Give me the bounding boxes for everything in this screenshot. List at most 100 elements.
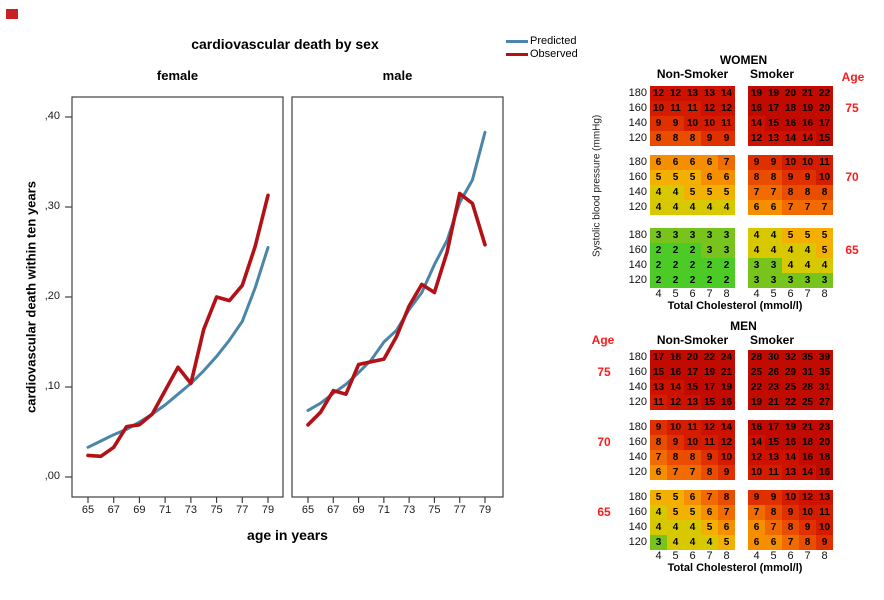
male-observed-line: [306, 191, 487, 427]
risk-cell: 7: [650, 450, 667, 465]
chol-tick-label: 7: [804, 288, 811, 300]
risk-cell: 12: [799, 490, 816, 505]
risk-cell: 10: [782, 155, 799, 170]
risk-cell: 4: [765, 228, 782, 243]
risk-cell: 5: [667, 505, 684, 520]
risk-cell: 4: [650, 505, 667, 520]
legend-label-observed: Observed: [530, 48, 578, 60]
risk-cell: 10: [667, 420, 684, 435]
y-tick-label: ,00: [44, 470, 60, 482]
risk-cell: 6: [684, 155, 701, 170]
risk-cell: 4: [782, 258, 799, 273]
risk-cell: 13: [701, 86, 718, 101]
risk-cell: 8: [799, 185, 816, 200]
observed-line-swatch: [506, 53, 528, 56]
women-smoker-grid-age70: 9 9 10 10 118 8 9 9 107 7 8 8 86 6 7 7 7: [748, 155, 833, 215]
risk-cell: 2: [718, 258, 735, 273]
risk-cell: 18: [667, 350, 684, 365]
risk-cell: 20: [782, 86, 799, 101]
men-nonsmoker-grid-age65: 5 5 6 7 84 5 5 6 74 4 4 5 63 4 4 4 5: [650, 490, 735, 550]
risk-cell: 14: [782, 131, 799, 146]
sbp-label: 120: [628, 536, 647, 548]
risk-cell: 8: [782, 185, 799, 200]
chol-tick-label: 6: [689, 288, 696, 300]
x-tick-label: 69: [352, 504, 365, 516]
risk-cell: 11: [684, 420, 701, 435]
risk-cell: 20: [816, 101, 833, 116]
risk-cell: 9: [765, 490, 782, 505]
risk-cell: 15: [765, 435, 782, 450]
x-tick-label: 79: [261, 504, 275, 516]
chol-tick-label: 4: [655, 288, 662, 300]
risk-cell: 16: [718, 395, 735, 410]
risk-cell: 20: [684, 350, 701, 365]
risk-cell: 9: [718, 131, 735, 146]
risk-cell: 16: [799, 116, 816, 131]
risk-cell: 5: [782, 228, 799, 243]
risk-cell: 27: [816, 395, 833, 410]
risk-cell: 7: [782, 535, 799, 550]
line-chart-canvas: [65, 96, 504, 503]
y-tick-label: ,30: [44, 200, 60, 212]
sbp-label: 180: [628, 87, 647, 99]
risk-cell: 5: [718, 535, 735, 550]
risk-cell: 4: [816, 258, 833, 273]
men-age-header: Age: [591, 333, 615, 347]
sbp-label: 120: [628, 396, 647, 408]
risk-cell: 3: [650, 228, 667, 243]
risk-cell: 12: [748, 131, 765, 146]
women-title: WOMEN: [719, 53, 768, 67]
x-tick-label: 75: [428, 504, 441, 516]
men-smoker-grid-age70: 16 17 19 21 2314 15 16 18 2012 13 14 16 1810 11 13 14 16: [748, 420, 833, 480]
risk-cell: 9: [701, 450, 718, 465]
risk-cell: 4: [701, 200, 718, 215]
x-tick-label: 77: [236, 504, 249, 516]
risk-cell: 5: [684, 170, 701, 185]
risk-cell: 6: [701, 170, 718, 185]
risk-cell: 9: [667, 116, 684, 131]
risk-cell: 8: [799, 535, 816, 550]
risk-cell: 4: [799, 258, 816, 273]
age-value-label: 65: [597, 505, 611, 519]
risk-cell: 5: [650, 490, 667, 505]
chol-tick-label: 5: [770, 288, 777, 300]
x-tick-label: 79: [478, 504, 492, 516]
risk-cell: 21: [765, 395, 782, 410]
risk-cell: 22: [816, 86, 833, 101]
women-chol-label: Total Cholesterol (mmol/l): [667, 300, 803, 312]
risk-cell: 9: [650, 116, 667, 131]
risk-cell: 5: [684, 185, 701, 200]
panel-label-female: female: [156, 68, 199, 83]
risk-cell: 8: [816, 185, 833, 200]
x-tick-label: 71: [159, 504, 172, 516]
risk-cell: 14: [799, 465, 816, 480]
risk-cell: 16: [782, 116, 799, 131]
risk-cell: 17: [684, 365, 701, 380]
men-nonsmoker-grid-age75: 17 18 20 22 2415 16 17 19 2113 14 15 17 1911 12 13 15 16: [650, 350, 735, 410]
risk-cell: 19: [748, 86, 765, 101]
red-marker-icon: [6, 9, 18, 19]
risk-cell: 8: [748, 170, 765, 185]
sbp-label: 160: [628, 506, 647, 518]
risk-cell: 35: [816, 365, 833, 380]
risk-cell: 4: [799, 243, 816, 258]
risk-cell: 6: [701, 155, 718, 170]
risk-cell: 19: [782, 420, 799, 435]
predicted-line-swatch: [506, 40, 528, 43]
risk-cell: 22: [782, 395, 799, 410]
risk-cell: 4: [667, 535, 684, 550]
risk-cell: 21: [718, 365, 735, 380]
risk-cell: 11: [667, 101, 684, 116]
risk-cell: 14: [718, 86, 735, 101]
sbp-label: 160: [628, 366, 647, 378]
risk-cell: 4: [650, 200, 667, 215]
risk-cell: 17: [701, 380, 718, 395]
risk-cell: 5: [701, 185, 718, 200]
risk-cell: 16: [748, 420, 765, 435]
risk-cell: 18: [782, 101, 799, 116]
risk-cell: 12: [718, 435, 735, 450]
line-chart-labels: ,00 ,10 ,20 ,30 ,40 65 67 69 71 73 75 77 79 65 67 69 71 7…: [44, 110, 492, 516]
risk-cell: 10: [799, 155, 816, 170]
